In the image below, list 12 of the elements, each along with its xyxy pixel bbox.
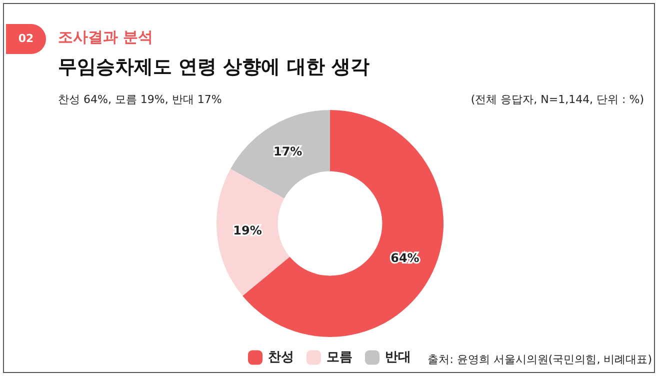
data-label: 17% xyxy=(273,144,302,158)
text: (전체 응답자, N=1,144, 단위 : %) xyxy=(470,92,644,107)
chart-title: 무임승차제도 연령 상향에 대한 생각 xyxy=(58,55,370,80)
legend-label: 반대 xyxy=(384,350,411,365)
text: 찬성 64%, 모름 19%, 반대 17% xyxy=(58,92,222,107)
badge: 02 xyxy=(6,24,46,54)
data-label: 19% xyxy=(233,223,262,238)
legend-label: 찬성 xyxy=(268,350,294,365)
chart-subtitle: 조사결과 분석 xyxy=(58,28,154,47)
legend-label: 모름 xyxy=(326,350,352,365)
source-note: 출처: 윤영희 서울시의원(국민의힘, 비례대표) xyxy=(428,352,652,367)
data-label: 64% xyxy=(390,250,420,265)
